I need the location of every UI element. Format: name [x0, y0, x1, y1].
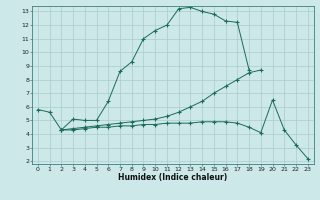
X-axis label: Humidex (Indice chaleur): Humidex (Indice chaleur): [118, 173, 228, 182]
